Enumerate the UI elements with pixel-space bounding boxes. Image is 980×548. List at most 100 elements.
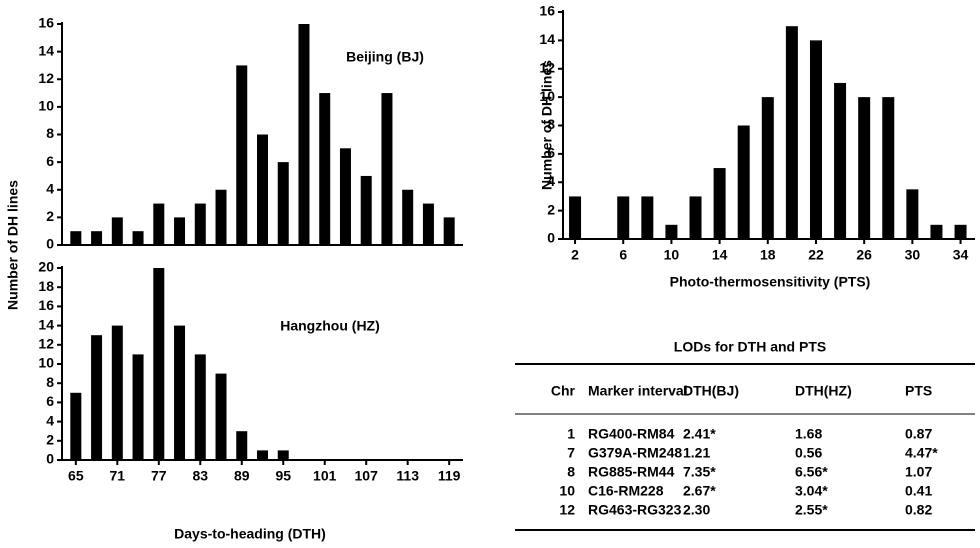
x-tick-label: 113 — [396, 468, 419, 484]
bar — [194, 203, 206, 245]
bar — [236, 65, 248, 245]
table-cell: 1.07 — [905, 464, 932, 480]
bar — [737, 125, 750, 239]
x-tick-label: 107 — [355, 468, 379, 484]
bar — [319, 93, 331, 245]
bar — [809, 40, 822, 239]
table-cell: 8 — [567, 464, 575, 480]
y-tick-label: 0 — [46, 451, 54, 467]
table-cell: 0.56 — [795, 445, 822, 461]
y-tick-label: 2 — [547, 201, 555, 217]
y-tick-label: 2 — [46, 432, 54, 448]
bar — [665, 224, 678, 239]
bar — [381, 93, 393, 245]
x-axis-label: Days-to-heading (DTH) — [174, 526, 326, 542]
table-cell: 7 — [567, 445, 575, 461]
y-tick-label: 8 — [547, 116, 555, 132]
y-tick-label: 12 — [539, 59, 555, 75]
bar — [70, 231, 82, 245]
y-tick-label: 6 — [46, 153, 54, 169]
bar — [422, 203, 434, 245]
x-tick-label: 30 — [905, 247, 921, 263]
bar — [569, 196, 582, 239]
bar — [215, 189, 227, 245]
x-axis-label: Photo-thermosensitivity (PTS) — [670, 274, 871, 290]
y-tick-label: 12 — [38, 336, 54, 352]
table-cell: RG463-RG323 — [588, 502, 682, 518]
bar — [236, 431, 248, 460]
y-tick-label: 18 — [38, 278, 54, 294]
x-tick-label: 2 — [571, 247, 579, 263]
bar — [153, 268, 165, 460]
bar — [257, 450, 268, 460]
panel-label: Hangzhou (HZ) — [280, 318, 380, 334]
y-tick-label: 0 — [46, 236, 54, 252]
bar — [153, 203, 165, 245]
table-cell: 0.82 — [905, 502, 932, 518]
y-tick-label: 16 — [539, 3, 555, 19]
x-tick-label: 101 — [313, 468, 337, 484]
bar — [761, 97, 774, 239]
y-tick-label: 10 — [38, 355, 54, 371]
table-cell: G379A-RM248 — [588, 445, 682, 461]
y-tick-label: 10 — [539, 88, 555, 104]
bar — [174, 325, 186, 460]
bar — [402, 189, 414, 245]
table-cell: RG400-RM84 — [588, 426, 675, 442]
bar — [215, 373, 227, 460]
table-cell: 6.56* — [795, 464, 828, 480]
table-cell: 1.68 — [795, 426, 822, 442]
y-axis-label: Number of DH lines — [539, 60, 555, 190]
bar — [339, 148, 351, 245]
x-tick-label: 119 — [438, 468, 461, 484]
x-tick-label: 6 — [619, 247, 627, 263]
y-tick-label: 6 — [46, 393, 54, 409]
table-cell: 1 — [567, 426, 575, 442]
y-tick-label: 14 — [539, 31, 555, 47]
y-tick-label: 8 — [46, 374, 54, 390]
table-title: LODs for DTH and PTS — [674, 339, 826, 355]
y-tick-label: 4 — [547, 173, 555, 189]
y-tick-label: 20 — [38, 259, 54, 275]
y-tick-label: 4 — [46, 412, 54, 428]
bar — [689, 196, 702, 239]
bar — [174, 217, 186, 245]
y-tick-label: 12 — [38, 70, 54, 86]
x-tick-label: 26 — [856, 247, 872, 263]
bar — [194, 354, 206, 460]
bar — [257, 134, 268, 245]
y-tick-label: 8 — [46, 125, 54, 141]
x-tick-label: 14 — [712, 247, 728, 263]
bar — [954, 224, 967, 239]
table-header: DTH(BJ) — [683, 383, 739, 399]
y-tick-label: 14 — [38, 316, 54, 332]
table-cell: 10 — [559, 483, 575, 499]
table-cell: 0.87 — [905, 426, 932, 442]
bar — [277, 450, 289, 460]
table-cell: 2.55* — [795, 502, 828, 518]
bar — [298, 24, 310, 245]
bar — [111, 217, 123, 245]
table-cell: 12 — [559, 502, 575, 518]
table-header: Marker interval — [588, 383, 688, 399]
bar — [70, 392, 82, 460]
bar — [858, 97, 871, 239]
bar — [930, 224, 943, 239]
x-tick-label: 83 — [192, 468, 208, 484]
y-tick-label: 0 — [547, 230, 555, 246]
y-tick-label: 4 — [46, 180, 54, 196]
x-tick-label: 10 — [664, 247, 680, 263]
x-tick-label: 18 — [760, 247, 776, 263]
x-tick-label: 71 — [110, 468, 126, 484]
bar — [834, 82, 847, 239]
y-tick-label: 14 — [38, 42, 54, 58]
table-cell: C16-RM228 — [588, 483, 664, 499]
bar — [91, 231, 103, 245]
bar — [882, 97, 895, 239]
bar — [277, 162, 289, 245]
table-header: PTS — [905, 383, 932, 399]
table-cell: 3.04* — [795, 483, 828, 499]
table-cell: 2.67* — [683, 483, 716, 499]
x-tick-label: 22 — [808, 247, 824, 263]
